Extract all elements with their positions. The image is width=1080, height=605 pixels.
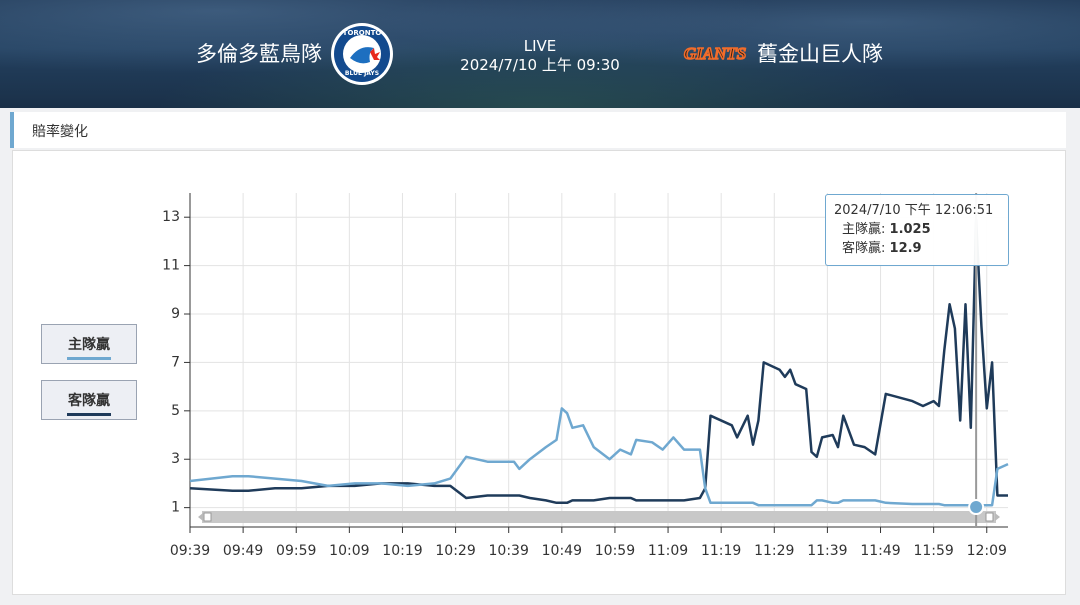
home-team: 多倫多藍鳥隊: [196, 42, 322, 66]
tooltip-value: 1.025: [889, 222, 931, 237]
legend-item[interactable]: 主隊贏: [41, 324, 137, 364]
legend-item[interactable]: 客隊贏: [41, 380, 137, 420]
header-background: [0, 0, 1080, 108]
live-label: LIVE: [523, 37, 557, 55]
tooltip-time: 2024/7/10 下午 12:06:51: [834, 203, 994, 218]
legend-swatch: [67, 357, 111, 360]
logo-text: TORONTO: [343, 29, 382, 37]
tooltip-label: 客隊贏:: [842, 241, 886, 256]
home-logo: TORONTO BLUE JAYS: [331, 23, 393, 85]
tooltip-label: 主隊贏:: [842, 222, 886, 237]
match-time: 2024/7/10 上午 09:30: [460, 56, 620, 74]
tooltip-value: 12.9: [889, 241, 922, 256]
tooltip-row: 主隊贏: 1.025: [834, 220, 1008, 239]
tooltip-row: 客隊贏: 12.9: [834, 239, 1008, 258]
legend-label: 客隊贏: [68, 393, 110, 409]
section-header: 賠率變化: [10, 112, 1066, 148]
legend-label: 主隊贏: [68, 337, 110, 353]
logo-text: BLUE JAYS: [345, 70, 379, 77]
tooltip: 2024/7/10 下午 12:06:51 主隊贏: 1.025 客隊贏: 12…: [825, 194, 1009, 266]
section-title: 賠率變化: [32, 124, 88, 140]
away-team: 舊金山巨人隊: [757, 42, 883, 66]
logo-text: GIANTS: [684, 44, 746, 63]
match-status: LIVE 2024/7/10 上午 09:30: [440, 37, 640, 75]
away-logo: GIANTS: [683, 43, 747, 64]
legend-swatch: [67, 413, 111, 416]
match-header: 多倫多藍鳥隊 TORONTO BLUE JAYS LIVE 2024/7/10 上…: [0, 0, 1080, 108]
